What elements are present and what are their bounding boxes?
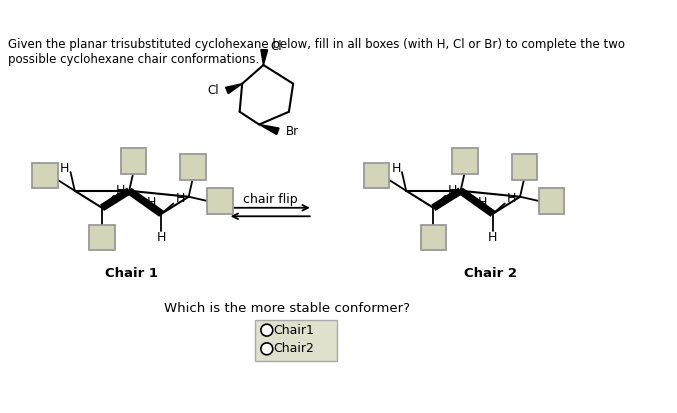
Bar [539, 188, 564, 214]
Polygon shape [261, 50, 267, 65]
Bar [364, 163, 389, 188]
Text: Chair 1: Chair 1 [105, 267, 158, 280]
Polygon shape [225, 84, 242, 94]
Bar [121, 148, 146, 174]
Bar [207, 188, 233, 214]
Bar [180, 154, 206, 180]
Text: H: H [175, 192, 185, 205]
Text: Which is the more stable conformer?: Which is the more stable conformer? [165, 302, 410, 316]
Text: H: H [146, 196, 156, 209]
Text: H: H [391, 162, 401, 175]
Text: H: H [478, 196, 487, 209]
Bar [452, 148, 477, 174]
Text: H: H [60, 162, 69, 175]
Circle shape [261, 324, 273, 336]
Circle shape [261, 343, 273, 355]
Bar [89, 225, 114, 250]
Text: Chair2: Chair2 [274, 342, 314, 355]
Text: H: H [157, 231, 166, 244]
Text: Cl: Cl [208, 84, 219, 97]
Text: chair flip: chair flip [243, 193, 297, 206]
Text: Br: Br [286, 125, 299, 138]
Text: Chair 2: Chair 2 [464, 267, 517, 280]
Text: H: H [488, 231, 498, 244]
Bar [32, 163, 58, 188]
Text: H: H [447, 184, 457, 197]
Text: H: H [116, 184, 125, 197]
Bar [420, 225, 446, 250]
Bar [512, 154, 537, 180]
Text: Chair1: Chair1 [274, 324, 314, 337]
Text: H: H [507, 192, 517, 205]
Text: Cl: Cl [270, 40, 282, 53]
Text: Given the planar trisubstituted cyclohexane below, fill in all boxes (with H, Cl: Given the planar trisubstituted cyclohex… [9, 38, 626, 66]
Bar [255, 320, 336, 361]
Polygon shape [259, 124, 279, 135]
